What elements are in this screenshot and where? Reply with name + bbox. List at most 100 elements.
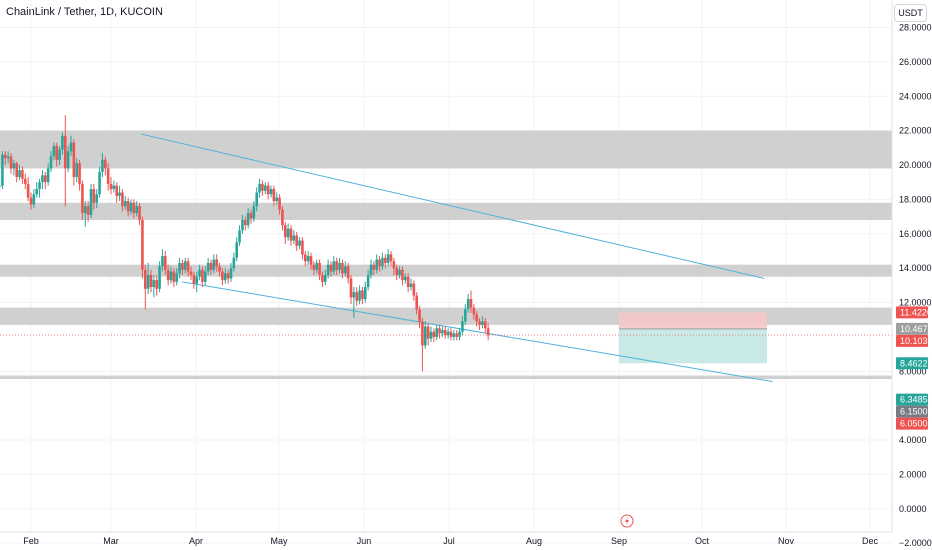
candle[interactable]: [466, 293, 470, 313]
candle[interactable]: [38, 178, 41, 198]
candle[interactable]: [3, 151, 7, 165]
candle[interactable]: [89, 183, 93, 219]
candle[interactable]: [109, 177, 113, 195]
candle[interactable]: [58, 146, 61, 165]
candle[interactable]: [138, 202, 141, 226]
candle[interactable]: [443, 326, 447, 339]
candle[interactable]: [223, 268, 227, 284]
candle[interactable]: [32, 189, 36, 208]
candle[interactable]: [343, 261, 347, 277]
candle[interactable]: [363, 281, 367, 303]
candle[interactable]: [249, 209, 253, 224]
candle[interactable]: [55, 142, 59, 167]
candle[interactable]: [309, 252, 313, 270]
candle[interactable]: [469, 290, 473, 313]
candle[interactable]: [266, 182, 270, 200]
candle[interactable]: [141, 216, 144, 279]
candle[interactable]: [63, 115, 67, 207]
candle[interactable]: [278, 194, 281, 215]
candle[interactable]: [261, 180, 264, 196]
candle[interactable]: [389, 250, 393, 267]
candle[interactable]: [338, 257, 341, 274]
candle[interactable]: [315, 259, 319, 274]
candle[interactable]: [481, 316, 484, 329]
candle[interactable]: [66, 146, 70, 172]
candle[interactable]: [29, 192, 33, 210]
candle[interactable]: [295, 232, 299, 251]
stop-loss-zone[interactable]: [619, 312, 768, 329]
candle[interactable]: [35, 182, 39, 198]
candle[interactable]: [375, 254, 379, 274]
candle[interactable]: [312, 261, 316, 275]
candle[interactable]: [49, 151, 53, 172]
candle[interactable]: [289, 225, 293, 246]
candle[interactable]: [166, 264, 170, 286]
candle[interactable]: [106, 163, 110, 191]
candle[interactable]: [318, 259, 321, 281]
candle[interactable]: [335, 257, 339, 275]
candle[interactable]: [478, 317, 481, 330]
take-profit-zone[interactable]: [619, 328, 768, 364]
candle[interactable]: [441, 326, 444, 337]
candle[interactable]: [355, 287, 359, 306]
candle[interactable]: [95, 189, 99, 208]
candle[interactable]: [26, 177, 30, 202]
candle[interactable]: [146, 262, 150, 294]
candle[interactable]: [298, 237, 301, 250]
candle[interactable]: [252, 201, 256, 222]
candle[interactable]: [303, 250, 307, 267]
candle[interactable]: [169, 266, 173, 284]
candle[interactable]: [92, 183, 96, 210]
candle[interactable]: [386, 249, 390, 267]
candle[interactable]: [43, 171, 47, 190]
candle[interactable]: [369, 259, 373, 279]
candle[interactable]: [161, 249, 164, 272]
candle[interactable]: [272, 185, 276, 207]
candle[interactable]: [221, 268, 224, 286]
candle[interactable]: [198, 264, 201, 281]
candle[interactable]: [21, 166, 24, 184]
candle[interactable]: [401, 266, 404, 286]
candle[interactable]: [6, 151, 10, 164]
candle[interactable]: [129, 199, 133, 215]
channel-line-lower[interactable]: [182, 281, 773, 383]
candle[interactable]: [475, 311, 479, 327]
candle[interactable]: [406, 273, 410, 293]
candle[interactable]: [209, 259, 213, 275]
candle[interactable]: [301, 237, 304, 260]
candle[interactable]: [15, 161, 19, 183]
candle[interactable]: [483, 317, 487, 334]
candle[interactable]: [1, 151, 4, 190]
candle[interactable]: [321, 271, 324, 288]
candle[interactable]: [275, 192, 279, 205]
candle[interactable]: [118, 185, 121, 202]
candle[interactable]: [132, 199, 136, 219]
candle[interactable]: [192, 271, 196, 289]
sr-zone[interactable]: [0, 130, 892, 169]
candle[interactable]: [341, 259, 344, 279]
candle[interactable]: [143, 264, 147, 310]
candle[interactable]: [172, 268, 176, 288]
candle[interactable]: [392, 257, 396, 275]
candle[interactable]: [155, 275, 159, 296]
candle[interactable]: [463, 304, 467, 325]
candle[interactable]: [112, 180, 116, 193]
sr-zone[interactable]: [0, 202, 892, 220]
candle[interactable]: [229, 262, 233, 282]
candle[interactable]: [286, 223, 290, 241]
candle[interactable]: [69, 135, 73, 157]
candle[interactable]: [449, 328, 453, 341]
candle[interactable]: [41, 170, 44, 190]
candle[interactable]: [306, 250, 310, 265]
candle[interactable]: [381, 252, 384, 270]
candle[interactable]: [435, 324, 439, 341]
candle[interactable]: [123, 195, 127, 210]
candle[interactable]: [429, 326, 433, 343]
candle[interactable]: [292, 230, 296, 245]
candle[interactable]: [195, 271, 199, 293]
candle[interactable]: [201, 266, 204, 288]
candle[interactable]: [78, 159, 81, 191]
candle[interactable]: [189, 266, 193, 281]
candle[interactable]: [323, 269, 327, 286]
candle[interactable]: [232, 252, 236, 272]
